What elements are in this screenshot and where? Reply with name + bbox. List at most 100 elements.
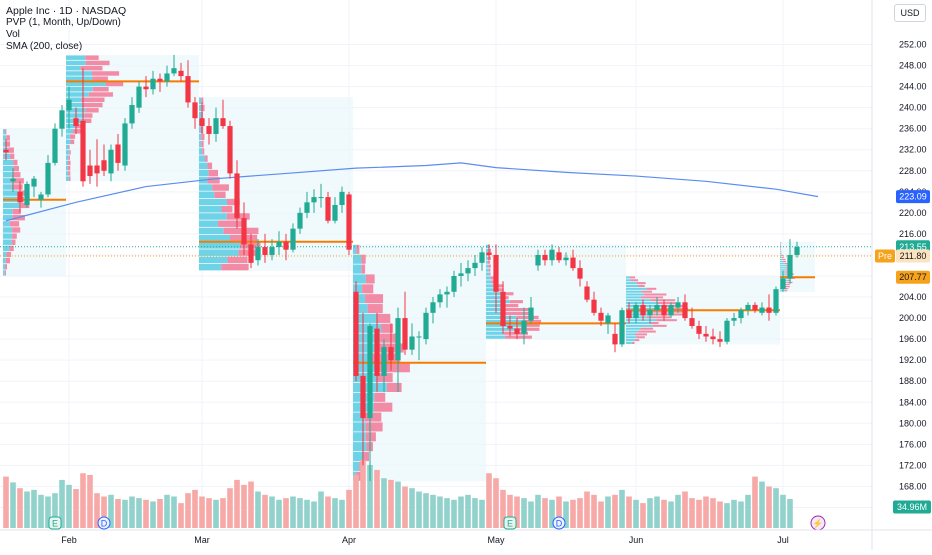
premarket-tag-label: Pre: [878, 251, 892, 261]
volume-bar: [773, 488, 779, 528]
price-tick-label: 168.00: [899, 481, 927, 491]
candle-body: [696, 326, 701, 334]
volume-profile-up-bar: [199, 148, 202, 154]
volume-bar: [766, 487, 772, 528]
volume-profile-down-bar: [366, 274, 375, 283]
candle-body: [290, 229, 295, 250]
candle-body: [80, 121, 85, 182]
price-tick-label: 200.00: [899, 313, 927, 323]
volume-profile-down-bar: [647, 288, 656, 290]
volume-profile-up-bar: [199, 134, 201, 140]
volume-profile-up-bar: [66, 145, 68, 149]
volume-profile-down-bar: [504, 308, 531, 311]
volume-profile-up-bar: [199, 206, 222, 212]
candle-body: [542, 255, 547, 260]
volume-profile-down-bar: [201, 141, 203, 147]
candle-body: [451, 276, 456, 292]
volume-profile-up-bar: [199, 98, 201, 104]
pvp-indicator-label[interactable]: PVP (1, Month, Up/Down): [6, 17, 126, 29]
volume-badge: 34.96M: [897, 502, 927, 512]
volume-profile-down-bar: [488, 261, 490, 264]
volume-profile-up-bar: [3, 264, 5, 269]
volume-profile-down-bar: [638, 331, 656, 333]
candle-body: [752, 305, 757, 310]
volume-profile-down-bar: [12, 240, 16, 245]
volume-indicator-label[interactable]: Vol: [6, 29, 126, 41]
volume-profile-up-bar: [353, 265, 361, 274]
candle-body: [66, 100, 71, 111]
volume-profile-up-bar: [626, 282, 637, 284]
volume-bar: [283, 498, 289, 528]
volume-bar: [66, 485, 72, 528]
candle-body: [367, 326, 372, 418]
volume-profile-up-bar: [780, 253, 781, 254]
candle-body: [388, 347, 393, 360]
sma-indicator-label[interactable]: SMA (200, close): [6, 41, 126, 53]
volume-bar: [227, 488, 233, 528]
volume-profile-up-bar: [486, 265, 488, 268]
candle-body: [157, 79, 162, 82]
candle-body: [178, 71, 183, 76]
candle-body: [248, 244, 253, 262]
volume-bar: [220, 498, 226, 528]
volume-profile-down-bar: [10, 154, 14, 159]
candle-body: [381, 347, 386, 376]
volume-bar: [402, 487, 408, 528]
volume-profile-up-bar: [3, 129, 5, 134]
candle-body: [570, 258, 575, 269]
volume-profile-down-bar: [630, 276, 635, 278]
volume-profile-down-bar: [637, 282, 646, 284]
volume-profile-up-bar: [66, 129, 73, 133]
volume-profile-up-bar: [353, 422, 366, 431]
volume-profile-down-bar: [488, 265, 490, 268]
volume-bar: [276, 500, 282, 528]
volume-profile-down-bar: [361, 265, 365, 274]
currency-button[interactable]: USD: [894, 4, 926, 22]
volume-bar: [696, 500, 702, 528]
volume-profile-down-bar: [13, 166, 19, 171]
candle-body: [416, 337, 421, 338]
volume-profile-down-bar: [365, 413, 382, 422]
candle-body: [626, 310, 631, 318]
volume-profile-down-bar: [505, 312, 529, 315]
volume-profile-down-bar: [6, 135, 10, 140]
earnings-marker-label: E: [507, 519, 513, 529]
candle-body: [17, 192, 22, 203]
candle-body: [101, 160, 106, 171]
volume-profile-up-bar: [66, 76, 93, 80]
volume-profile-up-bar: [3, 178, 11, 183]
volume-profile-up-bar: [3, 172, 12, 177]
volume-profile-down-bar: [218, 221, 244, 227]
earnings-marker-label: E: [52, 519, 58, 529]
candle-body: [486, 252, 491, 255]
volume-bar: [31, 490, 37, 528]
candle-body: [150, 79, 155, 90]
symbol-title[interactable]: Apple Inc · 1D · NASDAQ: [6, 5, 126, 17]
volume-profile-down-bar: [13, 160, 17, 165]
volume-profile-up-bar: [199, 155, 205, 161]
volume-profile-down-bar: [782, 259, 785, 260]
volume-bar: [451, 500, 457, 528]
candle-body: [31, 179, 36, 187]
volume-profile-up-bar: [353, 274, 366, 283]
volume-bar: [171, 496, 177, 528]
volume-profile-down-bar: [228, 257, 248, 263]
volume-profile-up-bar: [3, 227, 12, 232]
volume-bar: [3, 477, 9, 528]
volume-profile-up-bar: [199, 192, 214, 198]
volume-profile-up-bar: [66, 66, 81, 70]
volume-bar: [612, 495, 618, 528]
volume-bar: [381, 478, 387, 528]
volume-profile-down-bar: [374, 393, 385, 402]
volume-bar: [332, 498, 338, 528]
sma-price-badge: 223.09: [899, 192, 927, 202]
volume-profile-down-bar: [356, 245, 359, 254]
volume-profile-up-bar: [486, 272, 489, 275]
volume-profile-down-bar: [505, 336, 532, 339]
volume-profile-up-bar: [199, 184, 212, 190]
candle-body: [353, 292, 358, 376]
volume-bar: [458, 496, 464, 528]
